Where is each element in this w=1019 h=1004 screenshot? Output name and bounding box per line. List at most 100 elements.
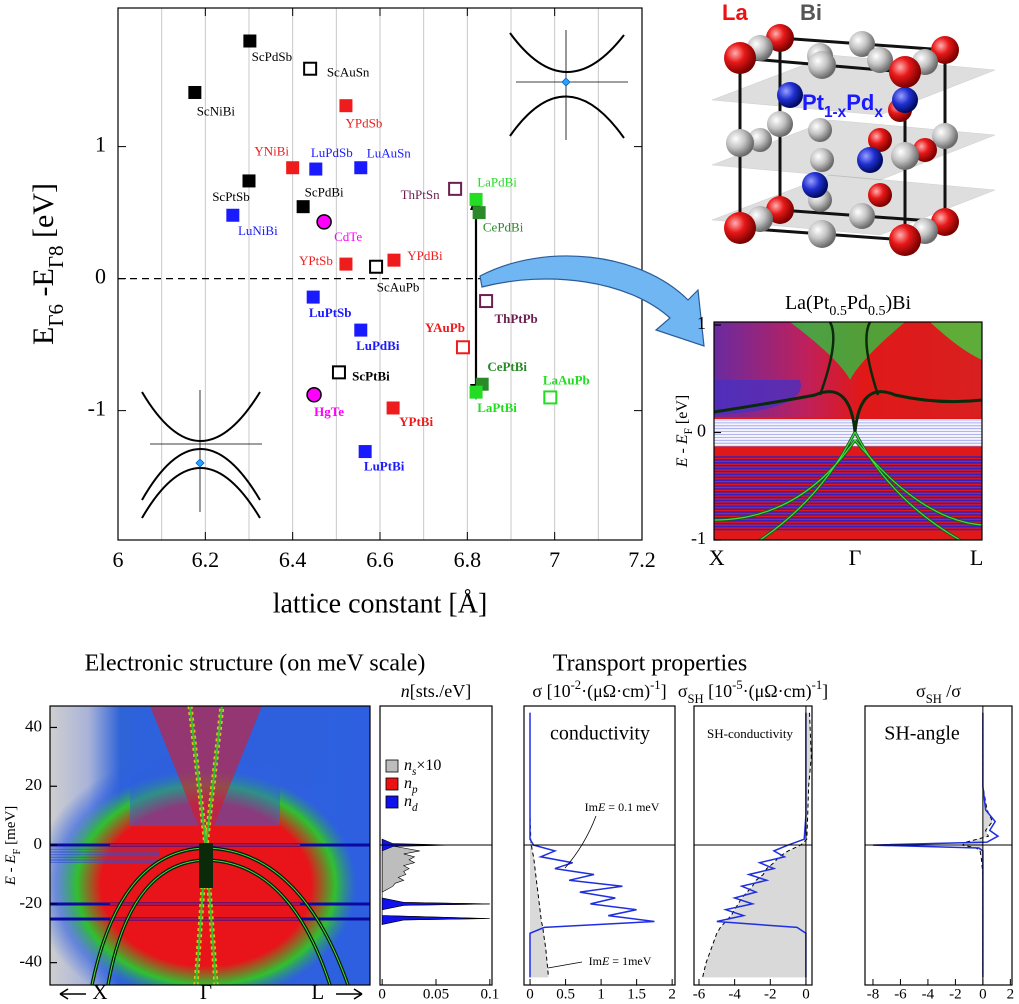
inset-axes (516, 30, 628, 140)
atom (777, 82, 803, 108)
text-part: -2 (571, 678, 582, 692)
point (296, 200, 310, 214)
text-part: SH (688, 692, 704, 706)
atom (808, 220, 836, 248)
text-part: F (683, 428, 695, 434)
x-tick-label: 6.6 (366, 547, 394, 572)
atom (849, 31, 875, 57)
text-part: E (674, 434, 691, 445)
atom (802, 172, 828, 198)
point-label: LuPtSb (309, 305, 352, 320)
text-part: [meV] (3, 806, 19, 849)
point-label: ScAuPb (377, 280, 420, 295)
atom (932, 123, 958, 149)
heat-band (91, 847, 349, 985)
x-tick-label: 2 (1007, 986, 1015, 1002)
x-tick-label: 0 (979, 986, 987, 1002)
text-part: E (597, 800, 606, 814)
atom-label: Bi (800, 0, 822, 25)
text-part: ·(μΩ·cm) (743, 681, 812, 702)
atom (724, 212, 756, 244)
text-part: SH (926, 692, 942, 706)
panel-label: SH-angle (884, 723, 960, 745)
y-axis-label: EΓ6 -EΓ8 [eV] (27, 183, 68, 345)
text-part: n (401, 681, 410, 701)
text-part: E (3, 876, 19, 886)
atom (766, 24, 794, 52)
x-tick-label: 0.5 (556, 986, 575, 1002)
annotation-leader (564, 815, 597, 869)
annotation-leader (547, 961, 583, 969)
heat-band (714, 390, 982, 433)
x-tick-label: -8 (867, 986, 880, 1002)
point (472, 206, 486, 220)
x-tick-label: 0.05 (423, 986, 449, 1002)
y-tick-label: -40 (19, 952, 42, 971)
heat-streak (930, 322, 982, 360)
inset-band (141, 391, 261, 519)
inset-band (509, 32, 625, 139)
text-part: 1-x (824, 104, 847, 121)
point (455, 340, 470, 355)
text-part: [10 (704, 681, 733, 701)
legend-label: nd (404, 793, 418, 814)
text-part: [sts./eV] (410, 681, 472, 701)
text-part: - (674, 444, 691, 457)
text-part: -1 (650, 678, 661, 692)
point (543, 390, 558, 405)
x-tick-label: 0 (526, 986, 534, 1002)
atom (726, 129, 754, 157)
point-label: LaPtBi (477, 400, 517, 415)
heat-white (714, 419, 982, 446)
atom (748, 128, 772, 152)
panel-title: σ [10-2·(μΩ·cm)-1] (532, 678, 666, 702)
crystal-structure (711, 24, 996, 256)
plot-frame (713, 321, 983, 541)
y-tick-label: 0 (697, 421, 706, 441)
point (358, 445, 372, 459)
point (243, 34, 257, 48)
point (303, 61, 318, 76)
axis-arrows (59, 988, 363, 1000)
inset-point (195, 458, 205, 468)
x-tick-label: 6.8 (454, 547, 482, 572)
atom (767, 111, 793, 137)
y-tick-label: -1 (691, 528, 706, 548)
text-part: s (412, 766, 417, 778)
point (469, 385, 483, 399)
point-label: YPdBi (407, 248, 443, 263)
panel-title: σSH [10-5·(μΩ·cm)-1] (678, 678, 828, 706)
text-part: ] (661, 681, 667, 701)
text-part: F (12, 848, 23, 854)
point-label: ThPtPb (494, 311, 537, 326)
atom (808, 51, 836, 79)
x-tick-label: -6 (693, 986, 706, 1002)
point (286, 161, 300, 175)
atom (868, 183, 892, 207)
text-part: Pd (846, 90, 874, 115)
text-part: = 0.1 meV (605, 800, 659, 814)
text-part: E (601, 954, 610, 968)
heat-band (714, 431, 982, 540)
point (309, 162, 323, 176)
point-label: ScNiBi (197, 103, 236, 118)
y-axis-label: E - EF [eV] (674, 395, 695, 468)
x-tick-label: Γ (200, 980, 212, 1004)
point (479, 294, 494, 309)
legend-swatch (385, 759, 399, 773)
panel-label: conductivity (550, 723, 650, 745)
text-part: Γ8 (44, 246, 68, 269)
atom (931, 208, 959, 236)
text-part: E (27, 327, 60, 345)
x-tick-label: 0.1 (480, 986, 499, 1002)
area (702, 712, 812, 978)
text-part: -1 (812, 678, 823, 692)
text-part: n (404, 775, 412, 792)
text-part: /σ (942, 681, 962, 701)
atom (808, 118, 832, 142)
point-label: ScPdSb (252, 49, 292, 64)
area (530, 712, 549, 978)
point (369, 259, 384, 274)
x-tick-label: 0 (802, 986, 810, 1002)
y-tick-label: -1 (88, 396, 106, 421)
